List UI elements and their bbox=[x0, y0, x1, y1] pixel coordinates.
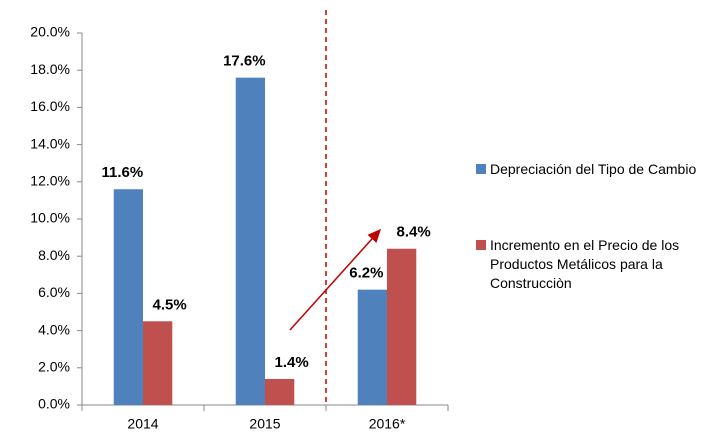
bar bbox=[143, 321, 173, 405]
y-tick-label: 4.0% bbox=[38, 321, 70, 337]
data-label: 1.4% bbox=[275, 354, 309, 371]
y-tick-label: 10.0% bbox=[30, 210, 70, 226]
y-tick-label: 12.0% bbox=[30, 173, 70, 189]
y-tick-label: 8.0% bbox=[38, 247, 70, 263]
x-tick-label: 2016* bbox=[369, 416, 406, 432]
bar bbox=[265, 378, 295, 405]
arrow bbox=[289, 228, 382, 331]
legend-item: Incremento en el Precio de los Productos… bbox=[476, 236, 706, 293]
data-label: 8.4% bbox=[397, 224, 431, 241]
y-tick-label: 14.0% bbox=[30, 135, 70, 151]
data-label: 17.6% bbox=[223, 53, 266, 70]
bar bbox=[357, 289, 387, 405]
legend-label: Depreciación del Tipo de Cambio bbox=[490, 161, 697, 177]
x-tick-label: 2014 bbox=[127, 416, 158, 432]
legend-item: Depreciación del Tipo de Cambio bbox=[476, 160, 706, 179]
bar bbox=[235, 77, 265, 405]
y-tick-label: 6.0% bbox=[38, 284, 70, 300]
y-tick-label: 2.0% bbox=[38, 359, 70, 375]
legend-swatch bbox=[476, 164, 486, 174]
data-label: 11.6% bbox=[102, 164, 144, 181]
bar bbox=[387, 248, 417, 405]
bar bbox=[113, 189, 143, 405]
data-label: 6.2% bbox=[349, 265, 383, 282]
y-tick-label: 20.0% bbox=[30, 24, 70, 40]
y-tick-label: 18.0% bbox=[30, 61, 70, 77]
legend-swatch bbox=[476, 240, 486, 250]
x-tick-label: 2015 bbox=[249, 416, 280, 432]
y-tick-label: 16.0% bbox=[30, 98, 70, 114]
data-label: 4.5% bbox=[153, 296, 187, 313]
y-tick-label: 0.0% bbox=[38, 396, 70, 412]
legend-label: Incremento en el Precio de los Productos… bbox=[490, 237, 680, 291]
